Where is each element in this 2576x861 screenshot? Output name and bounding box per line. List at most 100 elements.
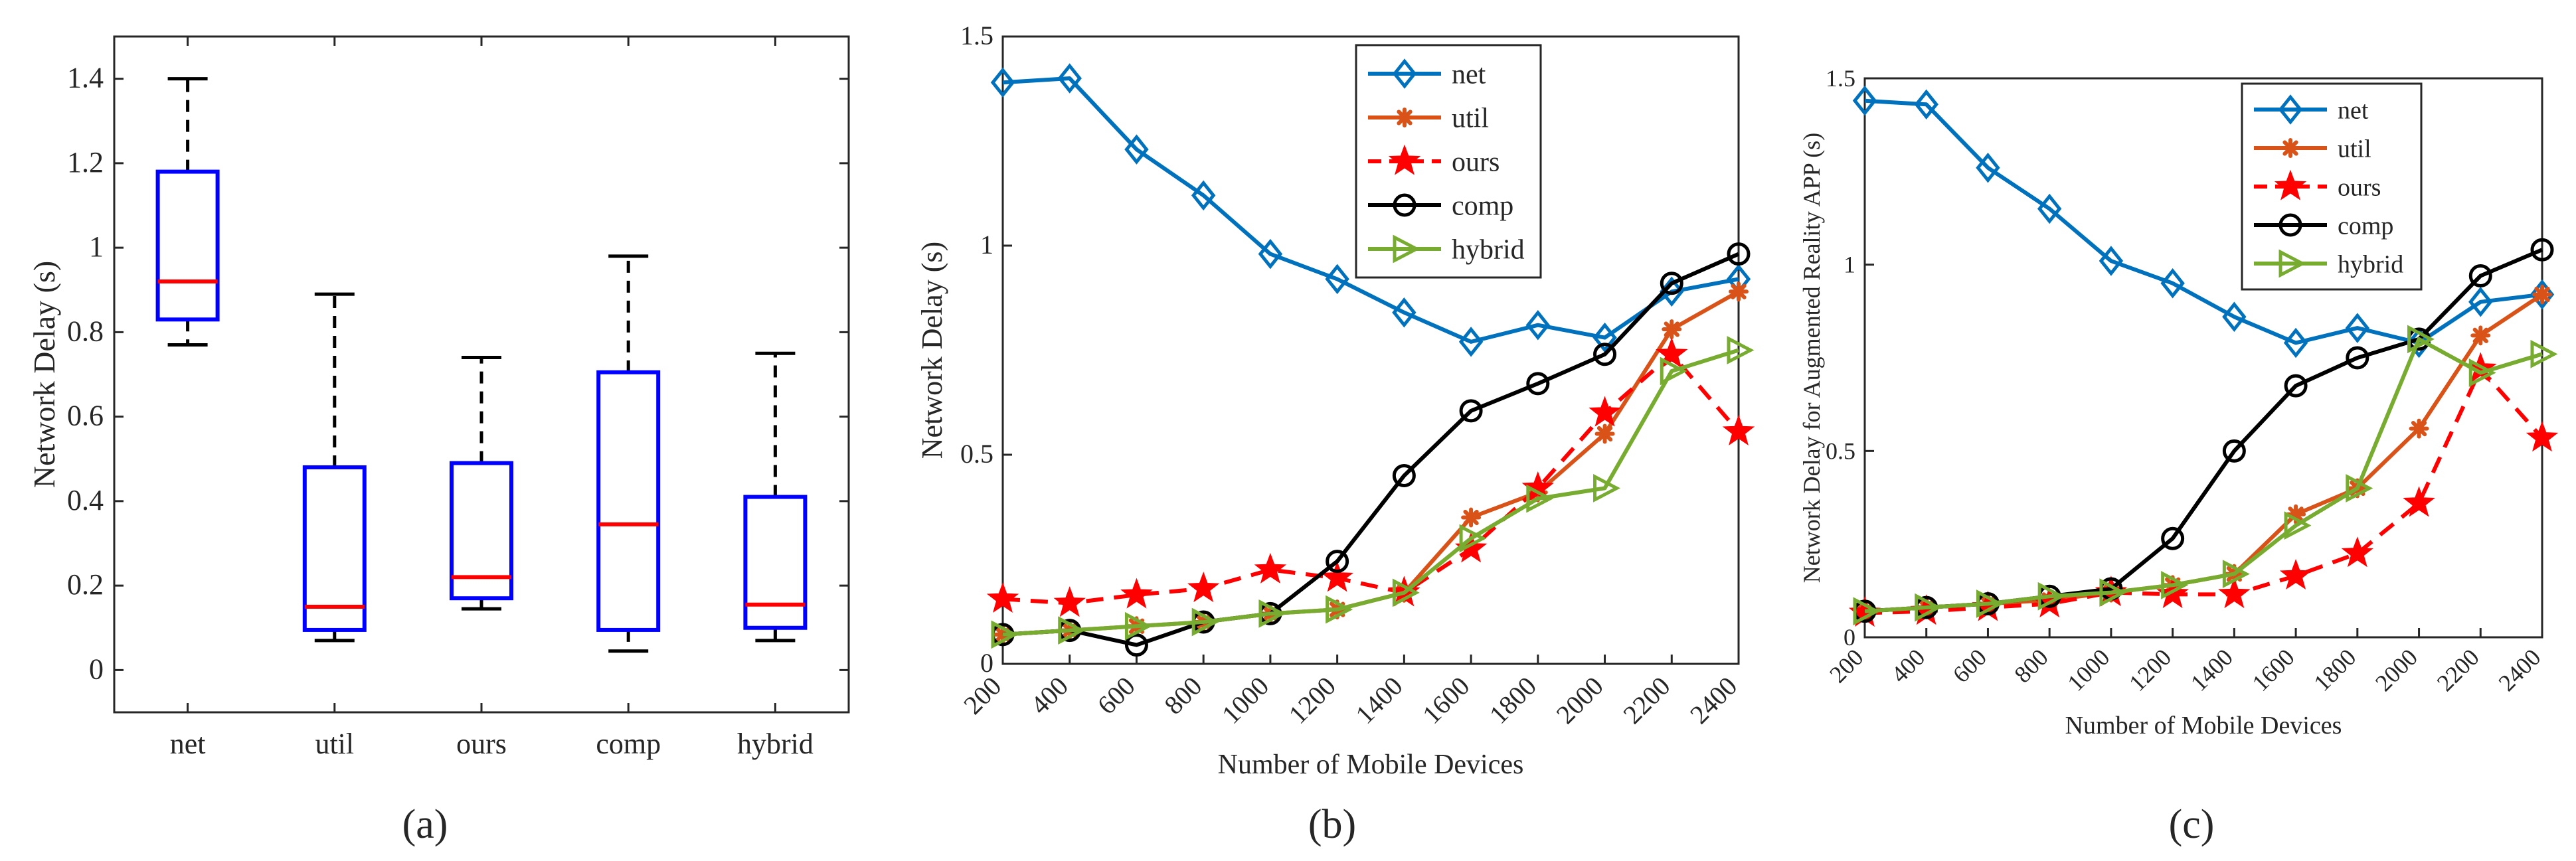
point-hybrid bbox=[2468, 358, 2496, 387]
point-net bbox=[2345, 313, 2370, 343]
legend-marker-hybrid bbox=[1393, 234, 1420, 264]
point-hybrid bbox=[1392, 578, 1420, 607]
point-ours bbox=[1589, 396, 1621, 427]
point-hybrid bbox=[2530, 340, 2558, 368]
point-hybrid bbox=[1526, 484, 1554, 513]
point-hybrid bbox=[1853, 597, 1881, 626]
point-hybrid bbox=[1727, 336, 1755, 364]
point-hybrid bbox=[2037, 582, 2065, 611]
point-comp bbox=[1124, 633, 1148, 657]
point-hybrid bbox=[1593, 474, 1620, 503]
x-tick-label: 1200 bbox=[2124, 644, 2176, 696]
legend-marker-net bbox=[1392, 58, 1417, 89]
x-tick-label: 2000 bbox=[1551, 671, 1609, 730]
x-tick-label: 2000 bbox=[2370, 644, 2423, 696]
point-net bbox=[1191, 180, 1216, 211]
point-comp bbox=[1593, 343, 1617, 366]
point-ours bbox=[2403, 486, 2435, 517]
point-ours bbox=[1254, 552, 1287, 584]
point-net bbox=[1258, 238, 1283, 270]
legend-marker-util bbox=[1395, 108, 1415, 127]
point-comp bbox=[2284, 374, 2308, 398]
x-tick-label: comp bbox=[596, 728, 661, 760]
legend-label-util: util bbox=[1452, 104, 1489, 134]
panel-label: (c) bbox=[2169, 802, 2215, 847]
x-tick-label: 600 bbox=[1092, 671, 1141, 720]
point-ours bbox=[1187, 572, 1220, 603]
legend-marker-ours bbox=[1388, 144, 1421, 175]
series-line-ours bbox=[1002, 352, 1741, 605]
x-tick-label: 2200 bbox=[1617, 671, 1675, 730]
y-tick-label: 0.8 bbox=[67, 315, 104, 347]
legend-marker-net bbox=[2278, 94, 2303, 125]
point-comp bbox=[2468, 264, 2492, 288]
legend-box bbox=[1355, 44, 1542, 279]
legend-label-util: util bbox=[2338, 135, 2371, 163]
x-tick-label: 200 bbox=[1824, 644, 1868, 688]
point-hybrid bbox=[1191, 607, 1219, 637]
x-tick-label: 400 bbox=[1886, 644, 1930, 688]
point-hybrid bbox=[2099, 578, 2127, 607]
y-tick-label: 1.5 bbox=[1826, 65, 1855, 92]
point-hybrid bbox=[991, 620, 1019, 649]
x-tick-label: ours bbox=[456, 728, 507, 760]
point-comp bbox=[1660, 272, 1683, 295]
y-tick-label: 0.5 bbox=[960, 439, 993, 469]
point-hybrid bbox=[1915, 593, 1942, 622]
point-ours bbox=[1321, 561, 1353, 592]
point-util bbox=[2286, 504, 2306, 524]
legend-marker-util bbox=[2280, 138, 2300, 158]
y-tick-label: 0.2 bbox=[67, 568, 104, 601]
x-tick-label: 1000 bbox=[2062, 644, 2114, 696]
x-tick-label: net bbox=[170, 728, 206, 760]
point-comp bbox=[1459, 399, 1483, 423]
box-net bbox=[155, 169, 220, 322]
legend-label-ours: ours bbox=[1452, 147, 1500, 178]
point-hybrid bbox=[2284, 511, 2312, 540]
box-ours bbox=[450, 461, 513, 601]
x-tick-label: hybrid bbox=[737, 728, 814, 760]
point-util bbox=[1594, 424, 1615, 444]
y-axis-label: Network Delay (s) bbox=[916, 242, 948, 459]
x-tick-label: 2400 bbox=[2493, 644, 2545, 696]
panel-label: (a) bbox=[402, 802, 448, 847]
point-ours bbox=[1722, 414, 1755, 445]
point-util bbox=[2409, 418, 2429, 439]
legend-label-comp: comp bbox=[2338, 212, 2393, 240]
y-tick-label: 0 bbox=[1844, 624, 1855, 651]
point-net bbox=[1976, 152, 2000, 183]
point-ours bbox=[1521, 471, 1554, 502]
plot-area bbox=[1863, 77, 2543, 639]
point-ours bbox=[2279, 558, 2312, 589]
box-util bbox=[302, 465, 367, 632]
point-net bbox=[2407, 327, 2431, 358]
y-tick-label: 1.2 bbox=[67, 146, 104, 179]
point-hybrid bbox=[1124, 611, 1152, 641]
y-tick-label: 0 bbox=[89, 653, 104, 685]
point-net bbox=[2222, 301, 2247, 333]
y-tick-label: 1 bbox=[89, 230, 104, 263]
point-net bbox=[1392, 297, 1417, 328]
x-tick-label: 1600 bbox=[1417, 671, 1475, 730]
legend-label-net: net bbox=[2338, 96, 2369, 124]
panel-c: 0 0.5 1 1.5 200 400 600 800 1000 1200 1400 1600 1800… bbox=[1798, 65, 2559, 847]
point-ours bbox=[1120, 578, 1153, 609]
point-ours bbox=[986, 582, 1019, 613]
point-net bbox=[1592, 322, 1617, 353]
point-net bbox=[2037, 193, 2062, 224]
x-axis-label: Number of Mobile Devices bbox=[1218, 749, 1524, 780]
point-util bbox=[2470, 325, 2491, 346]
y-tick-label: 1 bbox=[980, 230, 993, 260]
y-tick-label: 0.6 bbox=[67, 400, 104, 432]
point-net bbox=[1124, 134, 1149, 165]
legend-label-net: net bbox=[1452, 60, 1486, 90]
panel-label: (b) bbox=[1308, 802, 1356, 847]
y-tick-label: 0.5 bbox=[1826, 437, 1855, 464]
point-hybrid bbox=[2161, 571, 2189, 599]
x-tick-label: 800 bbox=[2009, 644, 2053, 688]
point-hybrid bbox=[1976, 589, 2004, 618]
legend-label-hybrid: hybrid bbox=[1452, 235, 1525, 266]
point-net bbox=[1914, 89, 1938, 120]
x-axis-label: Number of Mobile Devices bbox=[2065, 712, 2342, 740]
